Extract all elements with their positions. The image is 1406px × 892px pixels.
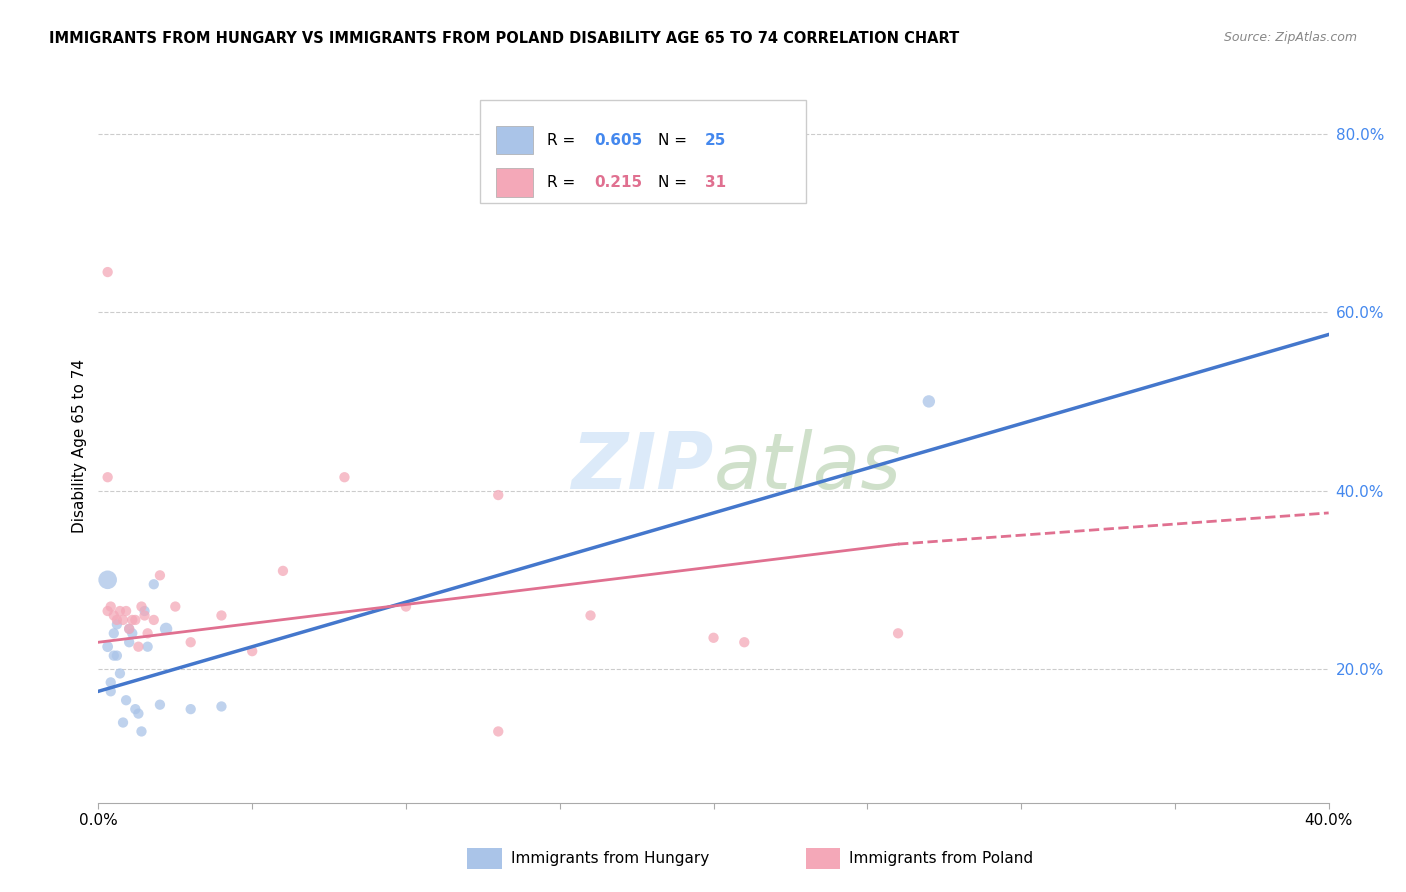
Point <box>112 715 135 730</box>
Point <box>211 699 233 714</box>
Point <box>211 608 233 623</box>
Point <box>134 608 156 623</box>
Point <box>118 622 141 636</box>
Point <box>180 635 202 649</box>
FancyBboxPatch shape <box>496 169 533 197</box>
Text: R =: R = <box>547 175 581 190</box>
Point <box>155 622 177 636</box>
Point <box>118 622 141 636</box>
Text: Source: ZipAtlas.com: Source: ZipAtlas.com <box>1223 31 1357 45</box>
Text: IMMIGRANTS FROM HUNGARY VS IMMIGRANTS FROM POLAND DISABILITY AGE 65 TO 74 CORREL: IMMIGRANTS FROM HUNGARY VS IMMIGRANTS FR… <box>49 31 959 46</box>
Point <box>127 640 149 654</box>
Point <box>115 693 138 707</box>
Y-axis label: Disability Age 65 to 74: Disability Age 65 to 74 <box>72 359 87 533</box>
Point <box>100 684 122 698</box>
Point <box>124 702 146 716</box>
Point <box>733 635 755 649</box>
Text: ZIP: ZIP <box>571 429 714 506</box>
Point <box>142 577 165 591</box>
Point <box>271 564 294 578</box>
Point <box>97 470 120 484</box>
Point <box>97 573 120 587</box>
Point <box>103 608 125 623</box>
Point <box>918 394 941 409</box>
Point <box>118 635 141 649</box>
Point <box>333 470 356 484</box>
Point <box>105 613 128 627</box>
Point <box>703 631 725 645</box>
Point <box>108 666 131 681</box>
Point <box>134 604 156 618</box>
Point <box>149 698 172 712</box>
Point <box>165 599 187 614</box>
FancyBboxPatch shape <box>479 100 806 203</box>
Text: atlas: atlas <box>714 429 901 506</box>
Point <box>105 648 128 663</box>
FancyBboxPatch shape <box>496 126 533 154</box>
Point <box>100 675 122 690</box>
Point <box>136 626 159 640</box>
Text: R =: R = <box>547 133 581 147</box>
Point <box>142 613 165 627</box>
Point <box>579 608 602 623</box>
Point <box>395 599 418 614</box>
Point <box>149 568 172 582</box>
Point <box>97 265 120 279</box>
Point <box>486 724 509 739</box>
Point <box>97 640 120 654</box>
Point <box>136 640 159 654</box>
FancyBboxPatch shape <box>467 847 502 869</box>
Point <box>131 724 153 739</box>
Point <box>121 626 143 640</box>
Point <box>131 599 153 614</box>
Text: Immigrants from Hungary: Immigrants from Hungary <box>510 851 709 866</box>
Point <box>180 702 202 716</box>
Point <box>121 613 143 627</box>
Text: Immigrants from Poland: Immigrants from Poland <box>849 851 1033 866</box>
Text: N =: N = <box>658 133 692 147</box>
Point <box>124 613 146 627</box>
Point <box>103 648 125 663</box>
Text: 0.215: 0.215 <box>595 175 643 190</box>
Point <box>887 626 910 640</box>
Text: 0.605: 0.605 <box>595 133 643 147</box>
Point <box>486 488 509 502</box>
Point <box>108 604 131 618</box>
Point <box>127 706 149 721</box>
Point <box>115 604 138 618</box>
Point <box>240 644 263 658</box>
FancyBboxPatch shape <box>806 847 841 869</box>
Text: 31: 31 <box>704 175 725 190</box>
Text: 25: 25 <box>704 133 727 147</box>
Point <box>105 617 128 632</box>
Point <box>112 613 135 627</box>
Text: N =: N = <box>658 175 692 190</box>
Point <box>97 604 120 618</box>
Point <box>103 626 125 640</box>
Point <box>100 599 122 614</box>
